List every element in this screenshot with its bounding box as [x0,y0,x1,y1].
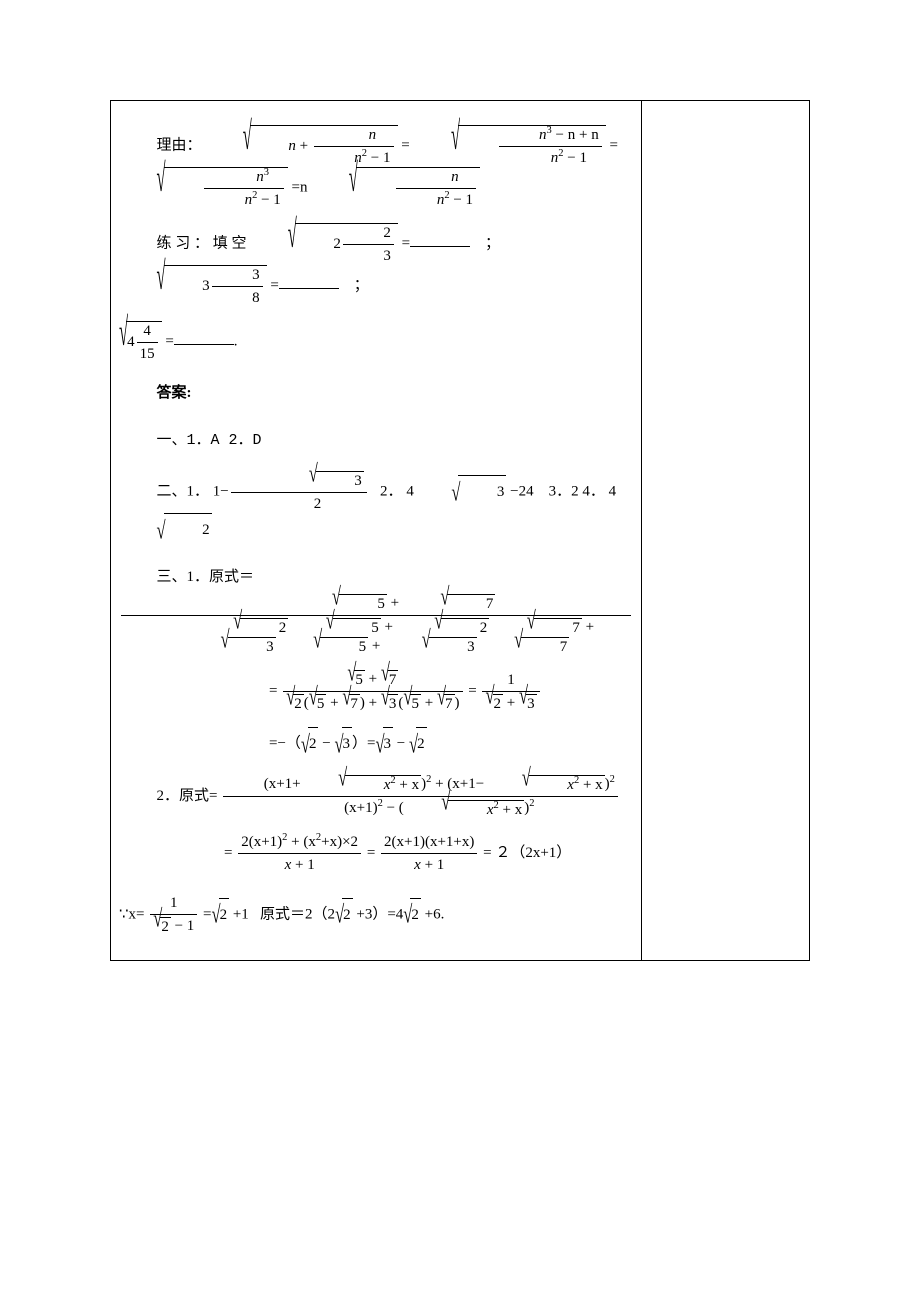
blank-2 [279,276,339,290]
frac-3-1-c: 1 √2 + √3 [482,671,539,713]
blank-3 [174,332,234,346]
reason-sqrt4: √nn2 − 1 [311,167,480,209]
answer-3-1-line2: = √5 + √7 √2(√5 + √7) + √3(√5 + √7) = 1 … [269,670,633,713]
reason-line: 理由： √n + nn2 − 1 = √n3 − n + nn2 − 1 = √… [119,125,633,209]
answer-section-2: 二、1． 1−√32 2． 4√3 −24 3．2 4． 4√2 [119,471,633,547]
content-cell: 理由： √n + nn2 − 1 = √n3 − n + nn2 − 1 = √… [111,101,642,961]
blank-1 [410,234,470,248]
frac-sqrt3-2: √32 [231,471,367,513]
answer-3-2-line2: = 2(x+1)2 + (x2+x)×2 x + 1 = 2(x+1)(x+1+… [224,833,633,874]
practice-line-2: √4415 =. [119,321,633,363]
answer-3-2-line3: ∵x= 1 √2 − 1 =√2 +1 原式＝2（2√2 +3）=4√2 +6. [119,894,633,936]
practice-sqrt1: √223 [250,223,398,265]
answers-label: 答案: [119,377,633,410]
answer-3-1-line1: 三、1．原式＝ √5 + √7 √2√5 + √2√7 + √3√5 + √3√… [119,561,633,656]
reason-sqrt2: √n3 − n + nn2 − 1 [413,125,605,167]
frac-3-2-c: 2(x+1)(x+1+x) x + 1 [381,833,477,874]
answer-3-2-line1: 2．原式= (x+1+√x2 + x)2 + (x+1−√x2 + x)2 (x… [119,775,633,818]
answer-3-1-line3: =−（√2 − √3）=√3 − √2 [269,727,633,761]
practice-sqrt3: √4415 [119,321,162,363]
margin-cell [642,101,810,961]
sqrt3-icon: √3 [414,475,507,509]
frac-3-1-a: √5 + √7 √2√5 + √2√7 + √3√5 + √3√7 [121,594,631,656]
practice-sqrt2: √338 [119,265,267,307]
frac-x-val: 1 √2 − 1 [150,894,197,936]
reason-sqrt3: √n3n2 − 1 [119,167,288,209]
worksheet-table: 理由： √n + nn2 − 1 = √n3 − n + nn2 − 1 = √… [110,100,810,961]
practice-label: 练 习 ： 填 空 [157,235,247,251]
practice-line-1: 练 习 ： 填 空 √223 = ； √338 = ； [119,223,633,307]
reason-sqrt1: √n + nn2 − 1 [205,125,397,167]
sqrt2-icon: √2 [119,513,212,547]
frac-3-1-b: √5 + √7 √2(√5 + √7) + √3(√5 + √7) [283,670,462,713]
frac-3-2-a: (x+1+√x2 + x)2 + (x+1−√x2 + x)2 (x+1)2 −… [223,775,618,818]
answer-section-1: 一、1．A 2．D [119,424,633,457]
frac-3-2-b: 2(x+1)2 + (x2+x)×2 x + 1 [238,833,361,874]
reason-label: 理由： [157,137,202,153]
